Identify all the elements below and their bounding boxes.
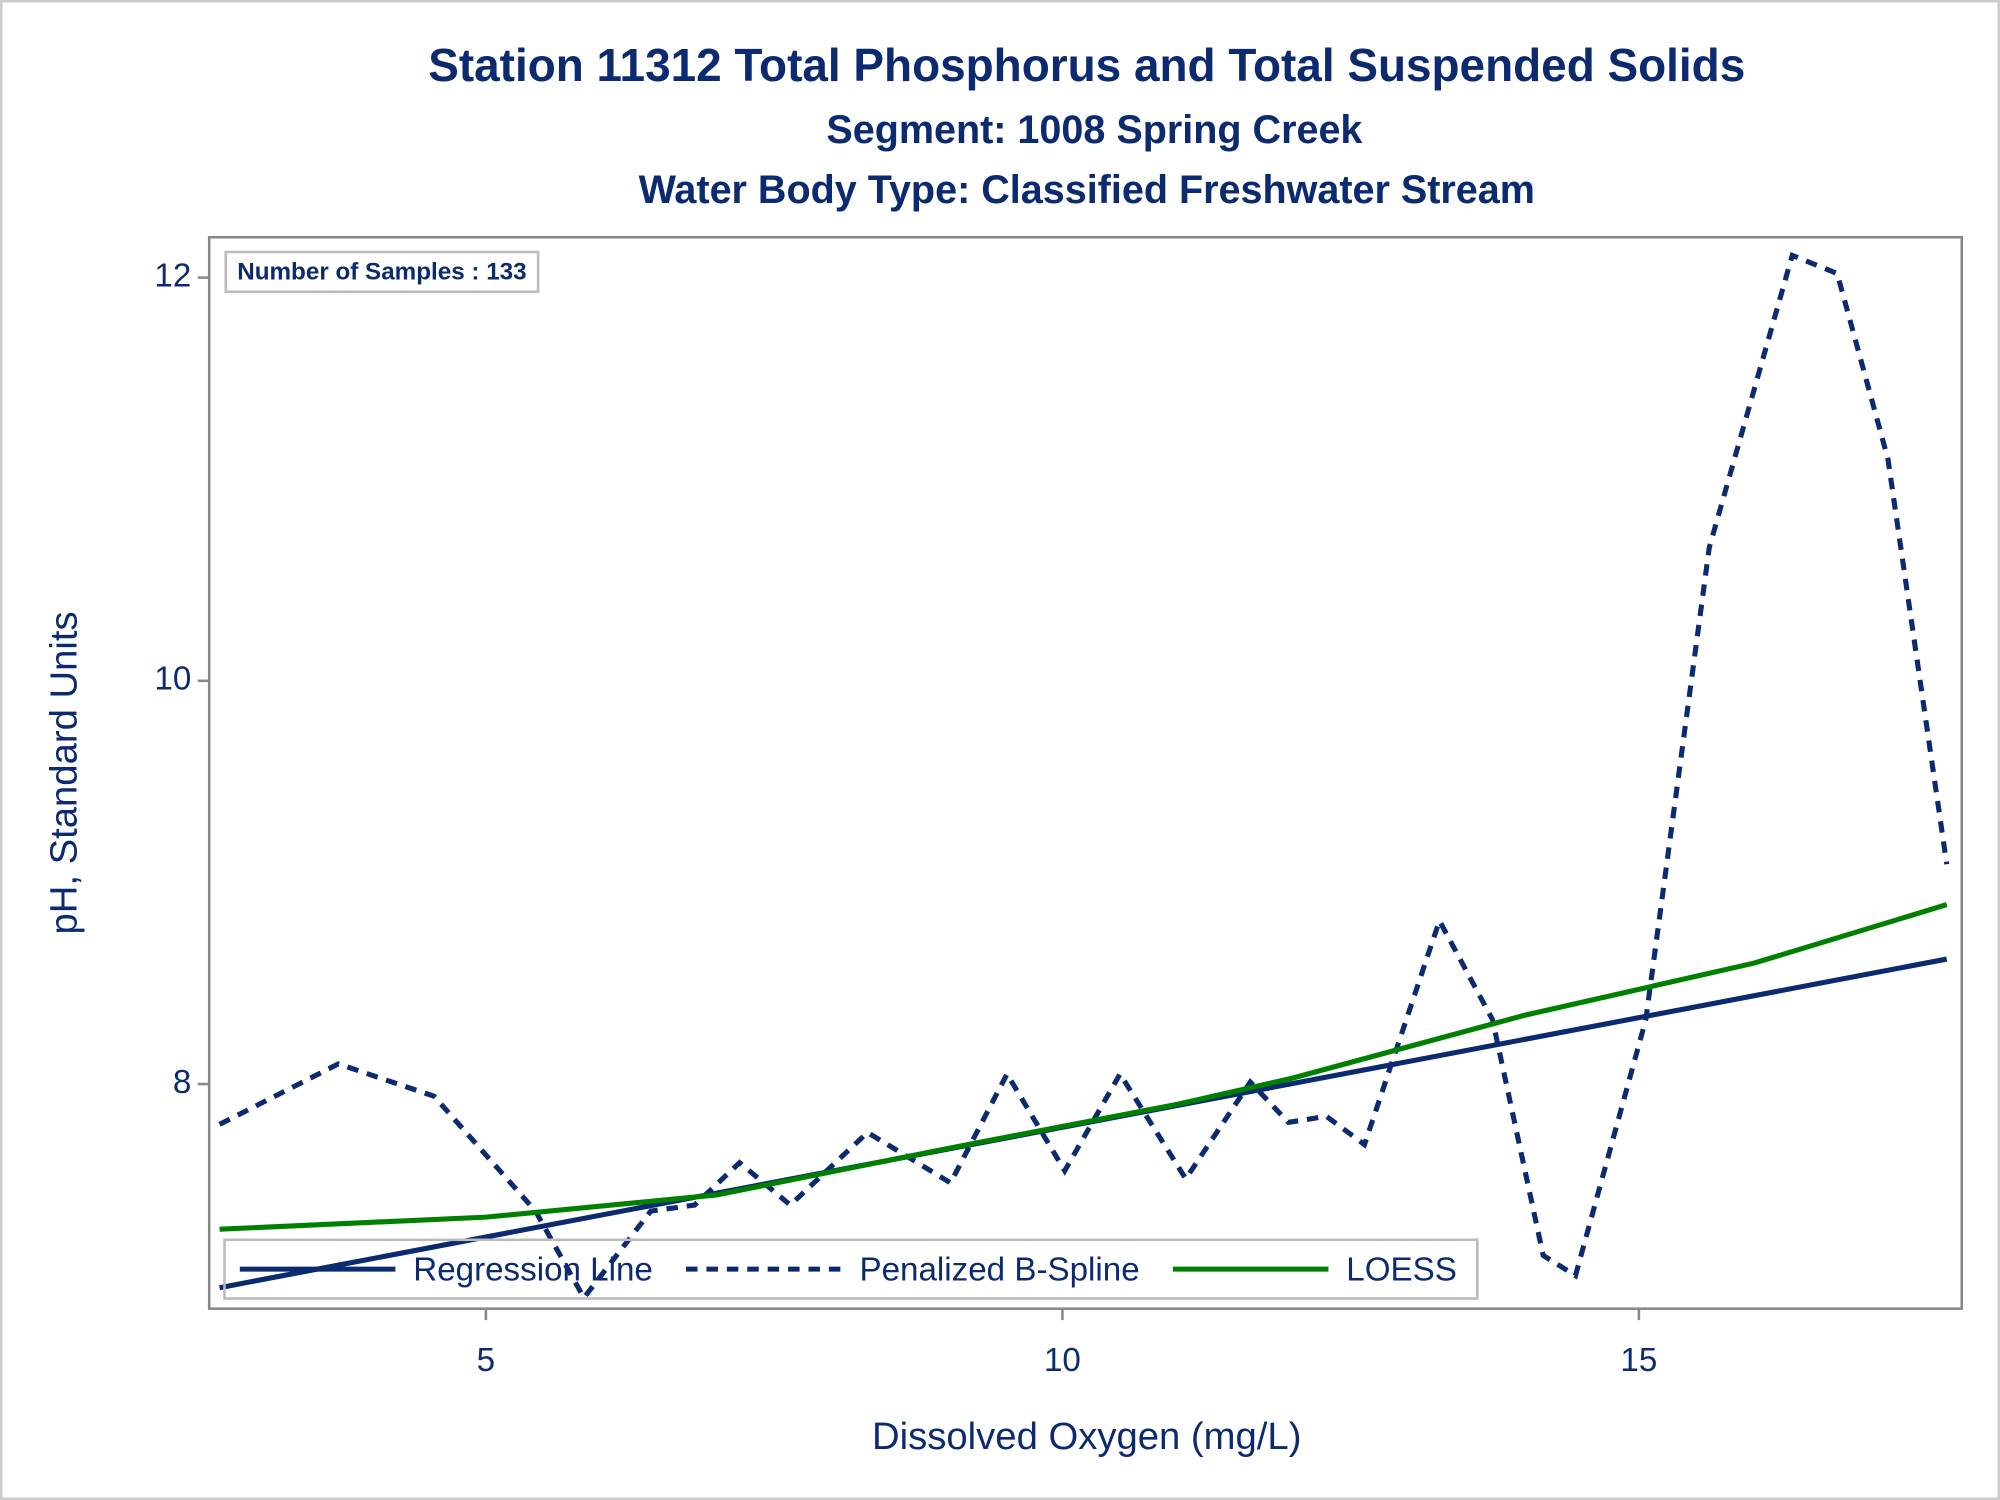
y-tick-label: 12 bbox=[154, 257, 191, 294]
legend-label: Penalized B-Spline bbox=[860, 1251, 1140, 1288]
series-line bbox=[219, 902, 1948, 1232]
x-tick-label: 10 bbox=[1044, 1342, 1081, 1379]
legend: Regression Line Penalized B-Spline LOESS bbox=[223, 1238, 1479, 1300]
y-tick-label: 10 bbox=[154, 661, 191, 698]
legend-label: LOESS bbox=[1346, 1251, 1457, 1288]
chart-subtitle: Water Body Type: Classified Freshwater S… bbox=[639, 168, 1535, 212]
x-axis-label: Dissolved Oxygen (mg/L) bbox=[872, 1415, 1301, 1458]
annotation: Number of Samples : 133 bbox=[237, 258, 526, 285]
chart-subtitle: Segment: 1008 Spring Creek bbox=[826, 108, 1363, 152]
y-axis-label: pH, Standard Units bbox=[42, 611, 85, 934]
legend-box bbox=[223, 1238, 1479, 1300]
legend-label: Regression Line bbox=[413, 1251, 653, 1288]
x-tick-label: 15 bbox=[1620, 1342, 1657, 1379]
annotation-box bbox=[224, 250, 540, 294]
chart-title: Station 11312 Total Phosphorus and Total… bbox=[428, 39, 1745, 91]
plot-frame bbox=[207, 235, 1964, 1310]
x-tick-label: 5 bbox=[477, 1342, 495, 1379]
y-tick-label: 8 bbox=[173, 1064, 191, 1101]
